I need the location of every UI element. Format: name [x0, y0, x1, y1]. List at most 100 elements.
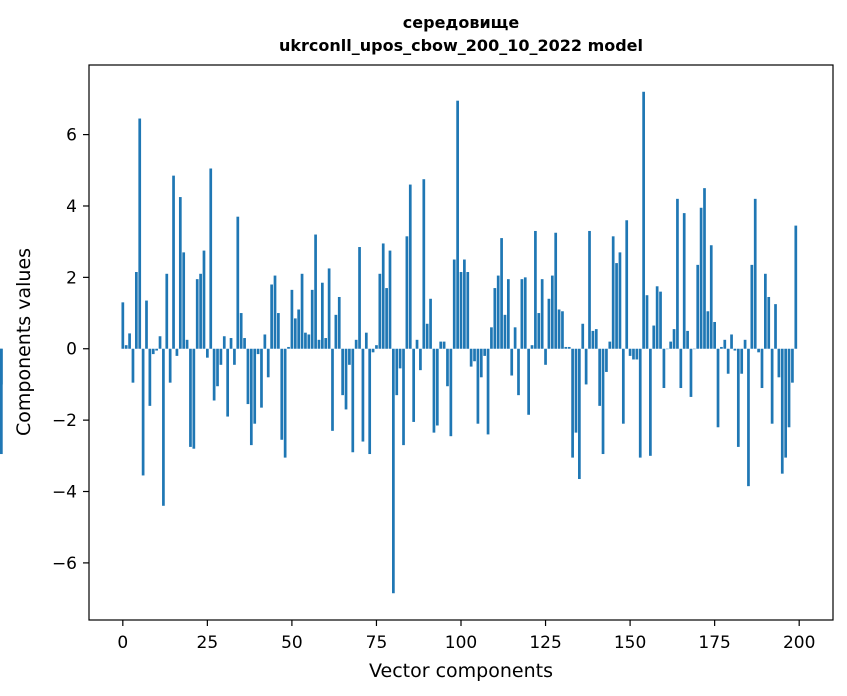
bar-component-164: [676, 198, 679, 349]
bar-component-85: [408, 184, 412, 349]
bar-component-177: [720, 346, 723, 349]
bar-component-undefined: [0, 348, 3, 385]
bar-component-186: [750, 264, 754, 349]
bar-component-108: [486, 348, 490, 435]
bar-component-109: [490, 327, 493, 349]
bar-component-37: [246, 348, 250, 405]
bar-component-86: [412, 348, 416, 422]
bar-component-121: [530, 345, 534, 349]
y-tick-label: 0: [66, 340, 77, 360]
bar-component-64: [337, 296, 341, 349]
bar-component-158: [655, 286, 659, 349]
bar-component-137: [584, 348, 588, 385]
bar-component-122: [534, 230, 537, 349]
bar-component-17: [178, 197, 182, 349]
bar-component-91: [429, 298, 432, 349]
chart-title: середовище ukrconll_upos_cbow_200_10_202…: [279, 13, 643, 55]
bar-component-97: [449, 348, 453, 437]
x-tick-label: 50: [281, 633, 303, 653]
bar-component-110: [493, 288, 497, 349]
bar-component-55: [307, 334, 311, 349]
bar-component-69: [354, 339, 358, 349]
bar-component-180: [730, 334, 733, 349]
bar-component-34: [236, 216, 240, 349]
bar-component-167: [686, 330, 689, 349]
bar-component-6: [141, 348, 145, 476]
bar-component-27: [212, 348, 216, 401]
bar-component-35: [239, 313, 243, 349]
bar-component-49: [287, 346, 290, 349]
bar-component-128: [554, 232, 558, 349]
bar-component-120: [527, 348, 530, 415]
bar-component-181: [733, 348, 737, 351]
bar-component-174: [709, 245, 713, 349]
bar-component-125: [544, 348, 547, 365]
bar-component-10: [155, 348, 158, 351]
x-tick-label: 125: [529, 633, 561, 653]
bar-component-45: [273, 275, 277, 349]
bar-component-123: [537, 313, 541, 349]
bar-component-198: [791, 348, 794, 383]
bar-component-12: [162, 348, 165, 506]
bar-component-44: [270, 284, 273, 349]
bar-component-36: [243, 338, 246, 349]
bar-component-1: [124, 345, 128, 349]
bar-component-4: [134, 272, 138, 349]
x-tick-label: 175: [698, 633, 730, 653]
bar-component-67: [348, 348, 351, 365]
bar-component-111: [496, 275, 500, 349]
bar-component-51: [293, 318, 297, 349]
bar-component-99: [456, 100, 459, 349]
bar-component-145: [611, 236, 615, 349]
bar-component-14: [168, 348, 172, 383]
bar-component-144: [608, 341, 612, 349]
bar-component-20: [189, 348, 192, 447]
y-tick-label: −2: [52, 411, 77, 431]
bar-component-172: [703, 188, 706, 349]
bar-component-57: [314, 234, 317, 349]
bar-component-54: [304, 332, 307, 349]
bar-component-83: [402, 348, 405, 446]
bar-component-24: [202, 250, 206, 349]
bar-component-136: [581, 323, 585, 349]
bar-component-142: [601, 348, 605, 455]
bar-component-191: [767, 296, 771, 349]
bar-component-175: [713, 321, 716, 349]
bar-component-155: [645, 295, 649, 349]
bar-component-8: [148, 348, 152, 406]
bar-component-127: [550, 275, 554, 349]
bar-component-107: [483, 348, 487, 356]
y-tick-label: 4: [66, 197, 77, 217]
bar-component-196: [784, 348, 788, 458]
bar-component-106: [479, 348, 483, 378]
bar-component-129: [557, 309, 561, 349]
bar-component-173: [706, 311, 710, 349]
bar-component-157: [652, 325, 656, 349]
bar-component-81: [395, 348, 399, 396]
bar-component-113: [503, 314, 507, 349]
bar-component-13: [165, 273, 169, 349]
bar-component-16: [175, 348, 179, 356]
bar-component-29: [219, 348, 223, 365]
bar-component-156: [649, 348, 652, 456]
bar-component-79: [388, 250, 392, 349]
bar-component-15: [172, 175, 175, 349]
bar-component-39: [253, 348, 257, 424]
bar-component-193: [774, 304, 777, 349]
x-tick-label: 150: [614, 633, 646, 653]
bar-component-98: [452, 259, 456, 349]
bar-component-134: [574, 348, 578, 433]
y-tick-label: 2: [66, 268, 77, 288]
bar-component-184: [743, 339, 747, 349]
bar-component-19: [185, 339, 189, 349]
bar-component-21: [192, 348, 196, 449]
bar-component-179: [726, 348, 730, 374]
bar-component-22: [195, 279, 199, 349]
bar-component-38: [249, 348, 253, 446]
bar-component-78: [385, 288, 388, 349]
bar-component-153: [638, 348, 642, 458]
bar-component-23: [199, 273, 202, 349]
bar-component-104: [473, 348, 476, 362]
bar-component-93: [435, 348, 439, 426]
